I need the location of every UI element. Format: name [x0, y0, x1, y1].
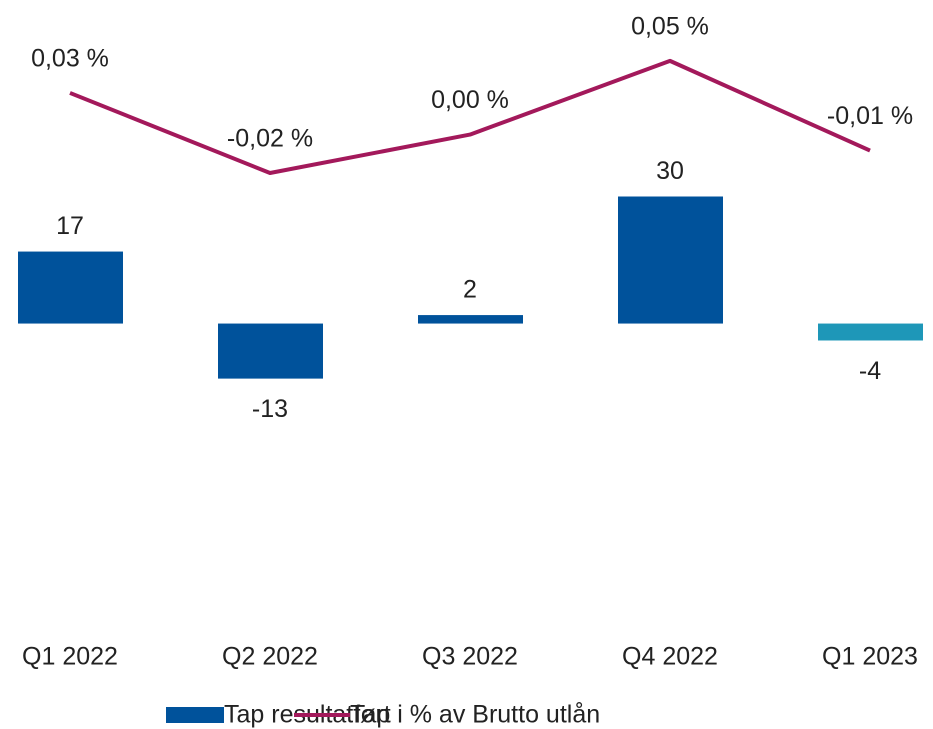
bar: [218, 323, 323, 379]
line: [69, 58, 871, 176]
bar-value-label: -4: [859, 357, 881, 385]
line-value-label: -0,01 %: [827, 102, 913, 130]
bar: [618, 196, 723, 324]
bar-value-label: 2: [463, 276, 477, 304]
bar: [418, 315, 523, 324]
bar-value-label: 17: [56, 212, 84, 240]
bar: [18, 251, 123, 324]
line-value-label: -0,02 %: [227, 125, 313, 153]
x-tick-label: Q4 2022: [622, 643, 718, 671]
legend-label: Tap i % av Brutto utlån: [350, 701, 600, 729]
line-value-label: 0,00 %: [431, 86, 509, 114]
line-value-label: 0,03 %: [31, 45, 109, 73]
bar-value-label: 30: [656, 157, 684, 185]
legend-swatch: [166, 707, 224, 723]
bar: [818, 323, 923, 341]
bar-value-label: -13: [252, 395, 288, 423]
x-tick-label: Q1 2023: [822, 643, 918, 671]
x-tick-label: Q1 2022: [22, 643, 118, 671]
x-tick-label: Q3 2022: [422, 643, 518, 671]
x-tick-label: Q2 2022: [222, 643, 318, 671]
line-value-label: 0,05 %: [631, 12, 709, 40]
